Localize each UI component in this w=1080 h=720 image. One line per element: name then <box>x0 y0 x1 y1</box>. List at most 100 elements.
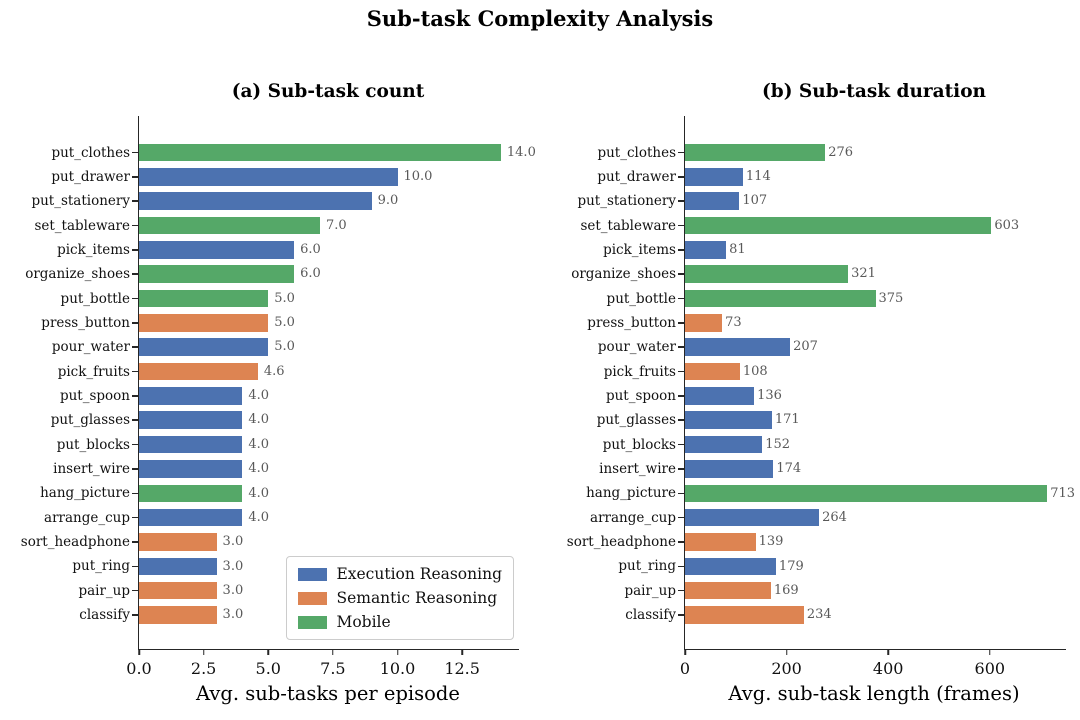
bar-sort_headphone <box>685 533 756 551</box>
category-label-organize_shoes: organize_shoes <box>571 266 676 283</box>
y-tick-mark <box>132 370 138 373</box>
bar-put_clothes <box>685 143 826 162</box>
category-label-put_ring: put_ring <box>72 558 130 575</box>
category-label-hang_picture: hang_picture <box>586 485 676 502</box>
category-label-pair_up: pair_up <box>78 582 130 599</box>
x-tick-label: 0 <box>679 659 691 678</box>
category-label-put_glasses: put_glasses <box>596 412 676 429</box>
y-tick-mark <box>678 151 684 154</box>
y-tick-mark <box>132 322 138 324</box>
category-label-arrange_cup: arrange_cup <box>44 509 130 526</box>
y-tick-mark <box>678 346 684 348</box>
bar-put_glasses <box>685 411 772 429</box>
value-label-hang_picture: 4.0 <box>248 485 270 501</box>
value-label-set_tableware: 603 <box>994 217 1020 233</box>
value-label-put_glasses: 4.0 <box>248 412 270 428</box>
bar-put_glasses <box>139 411 243 429</box>
category-label-put_clothes: put_clothes <box>597 144 676 161</box>
legend-swatch-execution <box>298 567 328 581</box>
category-label-insert_wire: insert_wire <box>599 460 676 477</box>
value-label-put_blocks: 4.0 <box>248 436 270 452</box>
category-label-insert_wire: insert_wire <box>53 460 130 477</box>
y-tick-mark <box>678 541 684 543</box>
bar-classify <box>139 606 217 624</box>
value-label-arrange_cup: 4.0 <box>248 509 270 525</box>
x-tick-mark <box>138 649 140 655</box>
value-label-pour_water: 5.0 <box>274 339 295 355</box>
category-label-pick_items: pick_items <box>603 241 676 258</box>
category-label-put_stationery: put_stationery <box>31 193 130 210</box>
x-tick-label: 0.0 <box>126 659 152 678</box>
x-tick-label: 10.0 <box>379 659 416 678</box>
x-tick-mark <box>202 649 205 655</box>
value-label-pick_fruits: 108 <box>742 363 768 379</box>
value-label-insert_wire: 174 <box>776 461 802 477</box>
category-label-pour_water: pour_water <box>51 339 130 356</box>
value-label-pick_items: 81 <box>729 242 746 258</box>
y-tick-mark <box>132 468 138 470</box>
value-label-organize_shoes: 321 <box>851 266 876 282</box>
figure-title: Sub-task Complexity Analysis <box>366 6 714 31</box>
value-label-hang_picture: 713 <box>1050 485 1076 501</box>
x-tick-label: 200 <box>771 659 802 678</box>
bar-organize_shoes <box>139 265 295 283</box>
legend: Execution Reasoning Semantic Reasoning Mob… <box>286 556 514 640</box>
x-tick-label: 12.5 <box>444 659 480 678</box>
value-label-press_button: 5.0 <box>274 315 295 331</box>
y-tick-mark <box>132 200 138 202</box>
x-tick-label: 600 <box>974 659 1006 678</box>
y-tick-mark <box>132 224 138 227</box>
y-tick-mark <box>132 249 138 251</box>
x-tick-label: 400 <box>872 659 904 678</box>
value-label-put_clothes: 276 <box>828 144 854 160</box>
value-label-pick_fruits: 4.6 <box>263 363 285 379</box>
category-label-put_ring: put_ring <box>618 558 676 575</box>
subplot-title-b: (b) Sub-task duration <box>762 81 986 102</box>
y-tick-mark <box>132 346 138 348</box>
y-tick-mark <box>132 492 138 494</box>
bar-pick_items <box>685 241 727 259</box>
subplot-title-a: (a) Sub-task count <box>231 81 425 102</box>
category-label-put_spoon: put_spoon <box>59 387 130 404</box>
bar-hang_picture <box>139 484 243 502</box>
value-label-pick_items: 6.0 <box>300 242 321 258</box>
y-tick-mark <box>132 614 138 616</box>
y-tick-mark <box>678 176 684 178</box>
y-tick-mark <box>132 176 138 178</box>
bar-pour_water <box>139 338 269 356</box>
value-label-put_ring: 3.0 <box>222 558 244 574</box>
y-tick-mark <box>132 273 138 275</box>
category-label-put_bottle: put_bottle <box>606 290 676 307</box>
bar-put_stationery <box>685 192 740 210</box>
bar-put_blocks <box>139 435 243 454</box>
legend-label-semantic: Semantic Reasoning <box>336 589 498 607</box>
bar-put_stationery <box>139 192 372 210</box>
value-label-classify: 3.0 <box>222 607 244 623</box>
value-label-press_button: 73 <box>725 315 742 331</box>
value-label-classify: 234 <box>806 607 832 623</box>
category-label-put_drawer: put_drawer <box>597 168 676 185</box>
y-tick-mark <box>678 516 684 519</box>
y-tick-mark <box>678 468 684 470</box>
y-tick-mark <box>678 589 684 592</box>
category-label-put_stationery: put_stationery <box>577 193 676 210</box>
category-label-put_glasses: put_glasses <box>50 412 130 429</box>
legend-item-mobile: Mobile <box>298 613 502 631</box>
y-tick-mark <box>132 565 138 568</box>
y-tick-mark <box>678 443 684 446</box>
category-label-put_clothes: put_clothes <box>51 144 130 161</box>
value-label-put_bottle: 5.0 <box>274 290 295 306</box>
y-tick-mark <box>678 614 684 616</box>
category-label-pick_fruits: pick_fruits <box>57 363 130 380</box>
x-tick-mark <box>396 649 399 655</box>
category-label-pair_up: pair_up <box>624 582 676 599</box>
bar-press_button <box>685 314 723 332</box>
bar-pick_fruits <box>139 362 258 381</box>
value-label-arrange_cup: 264 <box>822 509 847 525</box>
category-label-set_tableware: set_tableware <box>580 217 676 234</box>
category-label-classify: classify <box>79 606 130 623</box>
x-tick-mark <box>785 649 788 655</box>
category-label-classify: classify <box>625 606 676 623</box>
bar-put_bottle <box>685 289 876 308</box>
